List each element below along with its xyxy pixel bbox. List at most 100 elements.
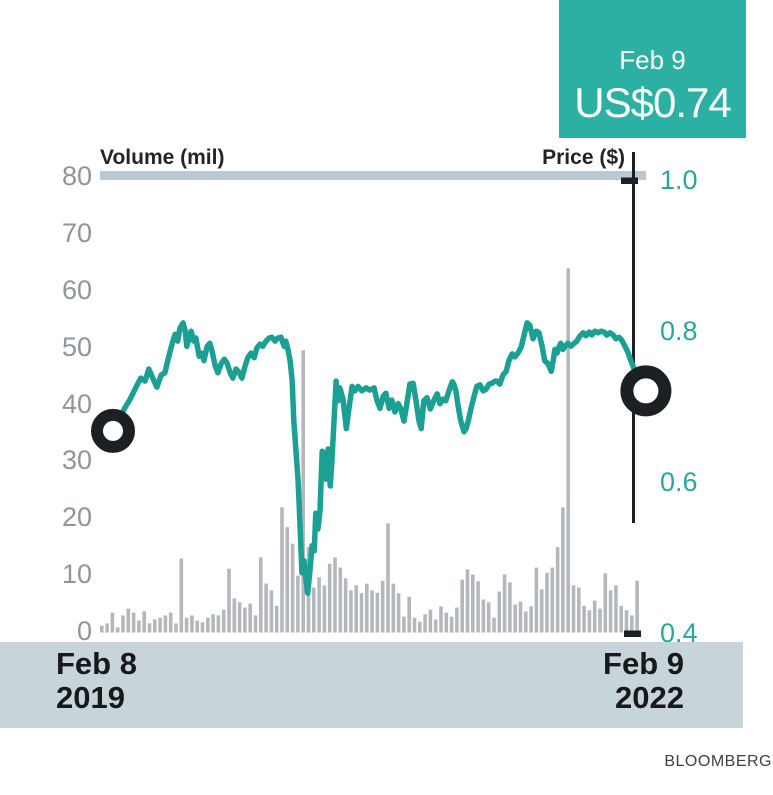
volume-bar [402, 616, 406, 633]
volume-bar [508, 582, 512, 633]
price-tick-0.8: 0.8 [660, 316, 698, 346]
volume-bar [455, 607, 459, 633]
callout-date: Feb 9 [619, 45, 686, 75]
volume-bar [460, 579, 464, 633]
volume-tick-10: 10 [61, 559, 92, 590]
volume-bar [566, 268, 570, 633]
price-callout: Feb 9 US$0.74 [559, 0, 746, 138]
volume-bar [577, 587, 581, 633]
volume-bar [380, 580, 385, 633]
volume-bar [285, 527, 290, 633]
volume-bar [423, 614, 427, 633]
price-axis-title: Price ($) [542, 146, 625, 169]
volume-tick-40: 40 [61, 388, 92, 419]
start-date-year: 2019 [56, 680, 125, 715]
volume-bar [301, 350, 305, 633]
volume-bar [598, 608, 602, 633]
volume-bar [126, 608, 131, 633]
volume-tick-30: 30 [61, 445, 92, 476]
end-date-year: 2022 [615, 680, 684, 715]
volume-tick-70: 70 [61, 217, 92, 248]
end-marker-ring [620, 365, 672, 417]
volume-bar [545, 572, 549, 633]
volume-bar [624, 610, 629, 633]
volume-tick-50: 50 [61, 331, 92, 362]
volume-bar [206, 617, 210, 633]
start-marker-ring [91, 408, 135, 453]
volume-bar [513, 604, 517, 633]
volume-bar [561, 507, 565, 633]
volume-bar [131, 612, 136, 633]
volume-bar [370, 590, 374, 633]
volume-bar [428, 609, 433, 633]
volume-bar [142, 611, 146, 633]
volume-bar [327, 563, 332, 633]
volume-bar [614, 585, 618, 633]
volume-bar [407, 596, 411, 633]
volume-bar [174, 623, 178, 633]
end-date-month: Feb 9 [603, 646, 684, 681]
volume-bar [237, 602, 242, 633]
volume-bar [486, 602, 491, 633]
volume-bar [158, 617, 162, 633]
volume-bar [259, 557, 263, 633]
volume-bar [524, 611, 528, 633]
volume-bar [312, 587, 316, 633]
volume-bar [630, 615, 634, 633]
volume-bar [359, 593, 364, 633]
volume-bar [280, 507, 284, 633]
volume-bar [439, 606, 443, 633]
volume-bar [232, 598, 237, 633]
volume-bar [227, 568, 231, 633]
volume-bar [147, 623, 152, 633]
volume-bar [471, 574, 475, 633]
volume-bar [476, 581, 480, 633]
volume-bar [179, 558, 184, 633]
volume-bar [253, 615, 258, 633]
volume-bar [296, 575, 300, 633]
volume-bar [433, 619, 438, 633]
volume-tick-0: 0 [76, 616, 92, 646]
volume-bar [349, 590, 353, 633]
volume-bar [115, 627, 120, 633]
volume-bar [221, 609, 226, 633]
volume-bar [317, 577, 321, 633]
volume-bar [274, 605, 279, 633]
date-range-band: Feb 8 2019 Feb 9 2022 [0, 642, 743, 728]
volume-bar [412, 617, 417, 633]
volume-bar [534, 567, 539, 633]
volume-bar [322, 585, 327, 633]
volume-tick-80: 80 [61, 161, 92, 191]
volume-bar [518, 601, 523, 633]
volume-bar [264, 583, 268, 633]
volume-bar [243, 607, 247, 633]
volume-bar [168, 612, 173, 633]
volume-bar [121, 615, 125, 633]
volume-bar [418, 621, 422, 633]
volume-bar [333, 557, 337, 633]
volume-bar [190, 615, 194, 633]
volume-bar [497, 591, 502, 633]
volume-bar [354, 585, 358, 633]
volume-bar [216, 615, 221, 633]
volume-bar [492, 617, 496, 633]
volume-bar [137, 620, 141, 633]
volume-bar [110, 612, 115, 633]
volume-bar [571, 585, 576, 633]
volume-bar [375, 592, 380, 633]
volume-axis-title: Volume (mil) [100, 146, 225, 169]
volume-bar [195, 620, 199, 633]
price-axis-top-tick [621, 177, 638, 184]
volume-bar [529, 606, 533, 633]
source-credit: BLOOMBERG [664, 753, 772, 770]
volume-bar [444, 612, 449, 633]
volume-bar [100, 625, 104, 633]
volume-bar [184, 617, 189, 633]
volume-bar [211, 614, 215, 633]
volume-bar [248, 603, 252, 633]
volume-bar [587, 610, 592, 633]
volume-bar [153, 619, 157, 633]
volume-bar [386, 523, 390, 633]
